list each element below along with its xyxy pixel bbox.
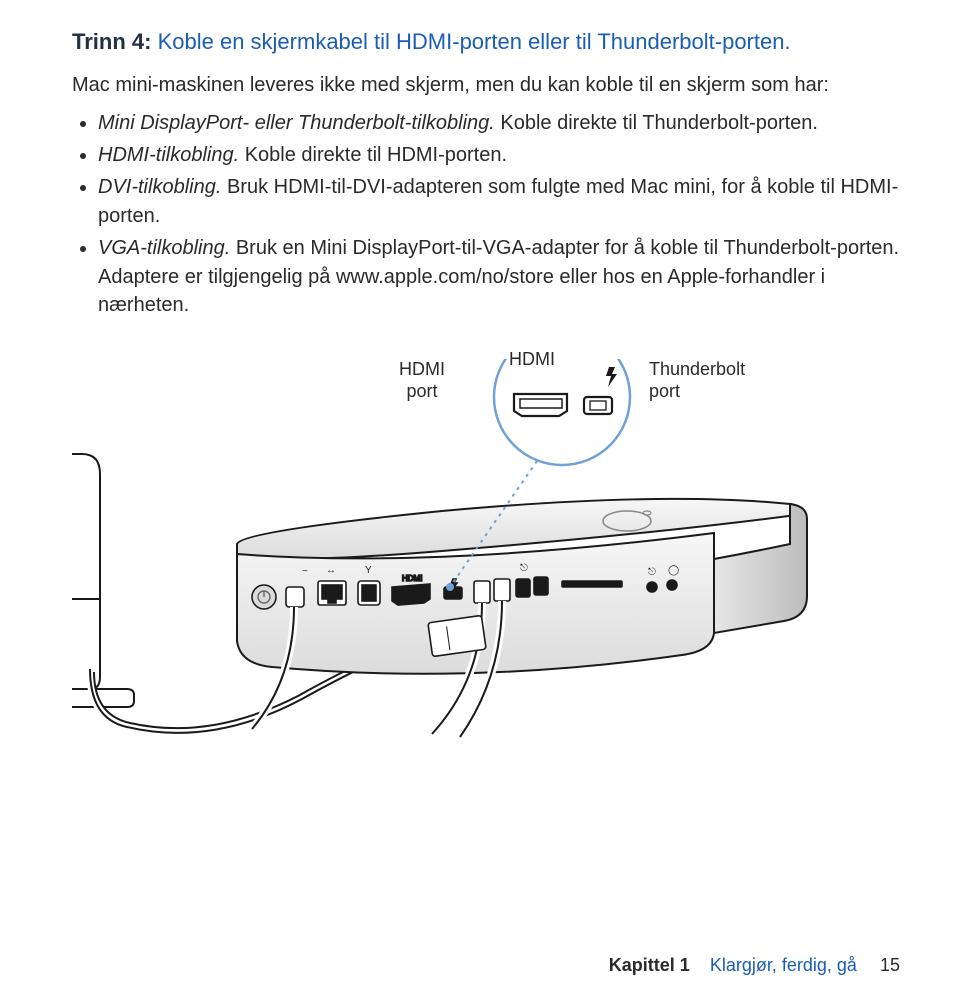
hdmi-bubble-label: HDMI	[497, 349, 567, 371]
list-item: VGA-tilkobling. Bruk en Mini DisplayPort…	[98, 234, 900, 319]
bullet-desc: Koble direkte til Thunderbolt-porten.	[500, 112, 818, 134]
monitor-partial	[72, 454, 134, 707]
bullet-term: HDMI-tilkobling.	[98, 144, 239, 166]
bullet-term: Mini DisplayPort- eller Thunderbolt-tilk…	[98, 112, 495, 134]
bullet-desc: Koble direkte til HDMI-porten.	[245, 144, 507, 166]
bullet-term: DVI-tilkobling.	[98, 176, 221, 198]
chapter-name: Klargjør, ferdig, gå	[710, 955, 857, 975]
bullet-term: VGA-tilkobling.	[98, 237, 230, 259]
page-footer: Kapittel 1 Klargjør, ferdig, gå 15	[609, 955, 900, 976]
svg-text:◯: ◯	[668, 565, 679, 576]
list-item: Mini DisplayPort- eller Thunderbolt-tilk…	[98, 109, 900, 137]
label-bottom: port	[406, 381, 437, 401]
label-bottom: port	[649, 381, 680, 401]
svg-text:⎋: ⎋	[648, 567, 656, 578]
device-illustration: HDMI	[72, 359, 892, 739]
bullet-list: Mini DisplayPort- eller Thunderbolt-tilk…	[72, 109, 900, 320]
step-number: Trinn 4:	[72, 29, 151, 54]
thunderbolt-port-label: Thunderbolt port	[649, 359, 769, 402]
figure: HDMI port HDMI Thunderbolt port	[72, 359, 900, 759]
list-item: DVI-tilkobling. Bruk HDMI-til-DVI-adapte…	[98, 173, 900, 230]
svg-text:~: ~	[302, 566, 308, 577]
label-text: HDMI	[509, 349, 555, 369]
step-title: Koble en skjermkabel til HDMI-porten ell…	[158, 29, 791, 54]
sd-card	[428, 616, 486, 657]
chapter-label: Kapittel 1	[609, 955, 690, 975]
list-item: HDMI-tilkobling. Koble direkte til HDMI-…	[98, 141, 900, 169]
label-top: HDMI	[399, 359, 445, 379]
svg-text:Y: Y	[365, 565, 372, 576]
page-number: 15	[880, 955, 900, 975]
svg-text:HDMI: HDMI	[402, 574, 422, 583]
hdmi-port-label: HDMI port	[382, 359, 462, 402]
svg-text:↔: ↔	[326, 565, 336, 576]
label-top: Thunderbolt	[649, 359, 745, 379]
step-heading: Trinn 4: Koble en skjermkabel til HDMI-p…	[72, 28, 900, 57]
callout-bubble	[494, 359, 630, 465]
page: Trinn 4: Koble en skjermkabel til HDMI-p…	[0, 0, 960, 998]
intro-text: Mac mini-maskinen leveres ikke med skjer…	[72, 71, 900, 99]
svg-text:⎋: ⎋	[520, 563, 528, 574]
